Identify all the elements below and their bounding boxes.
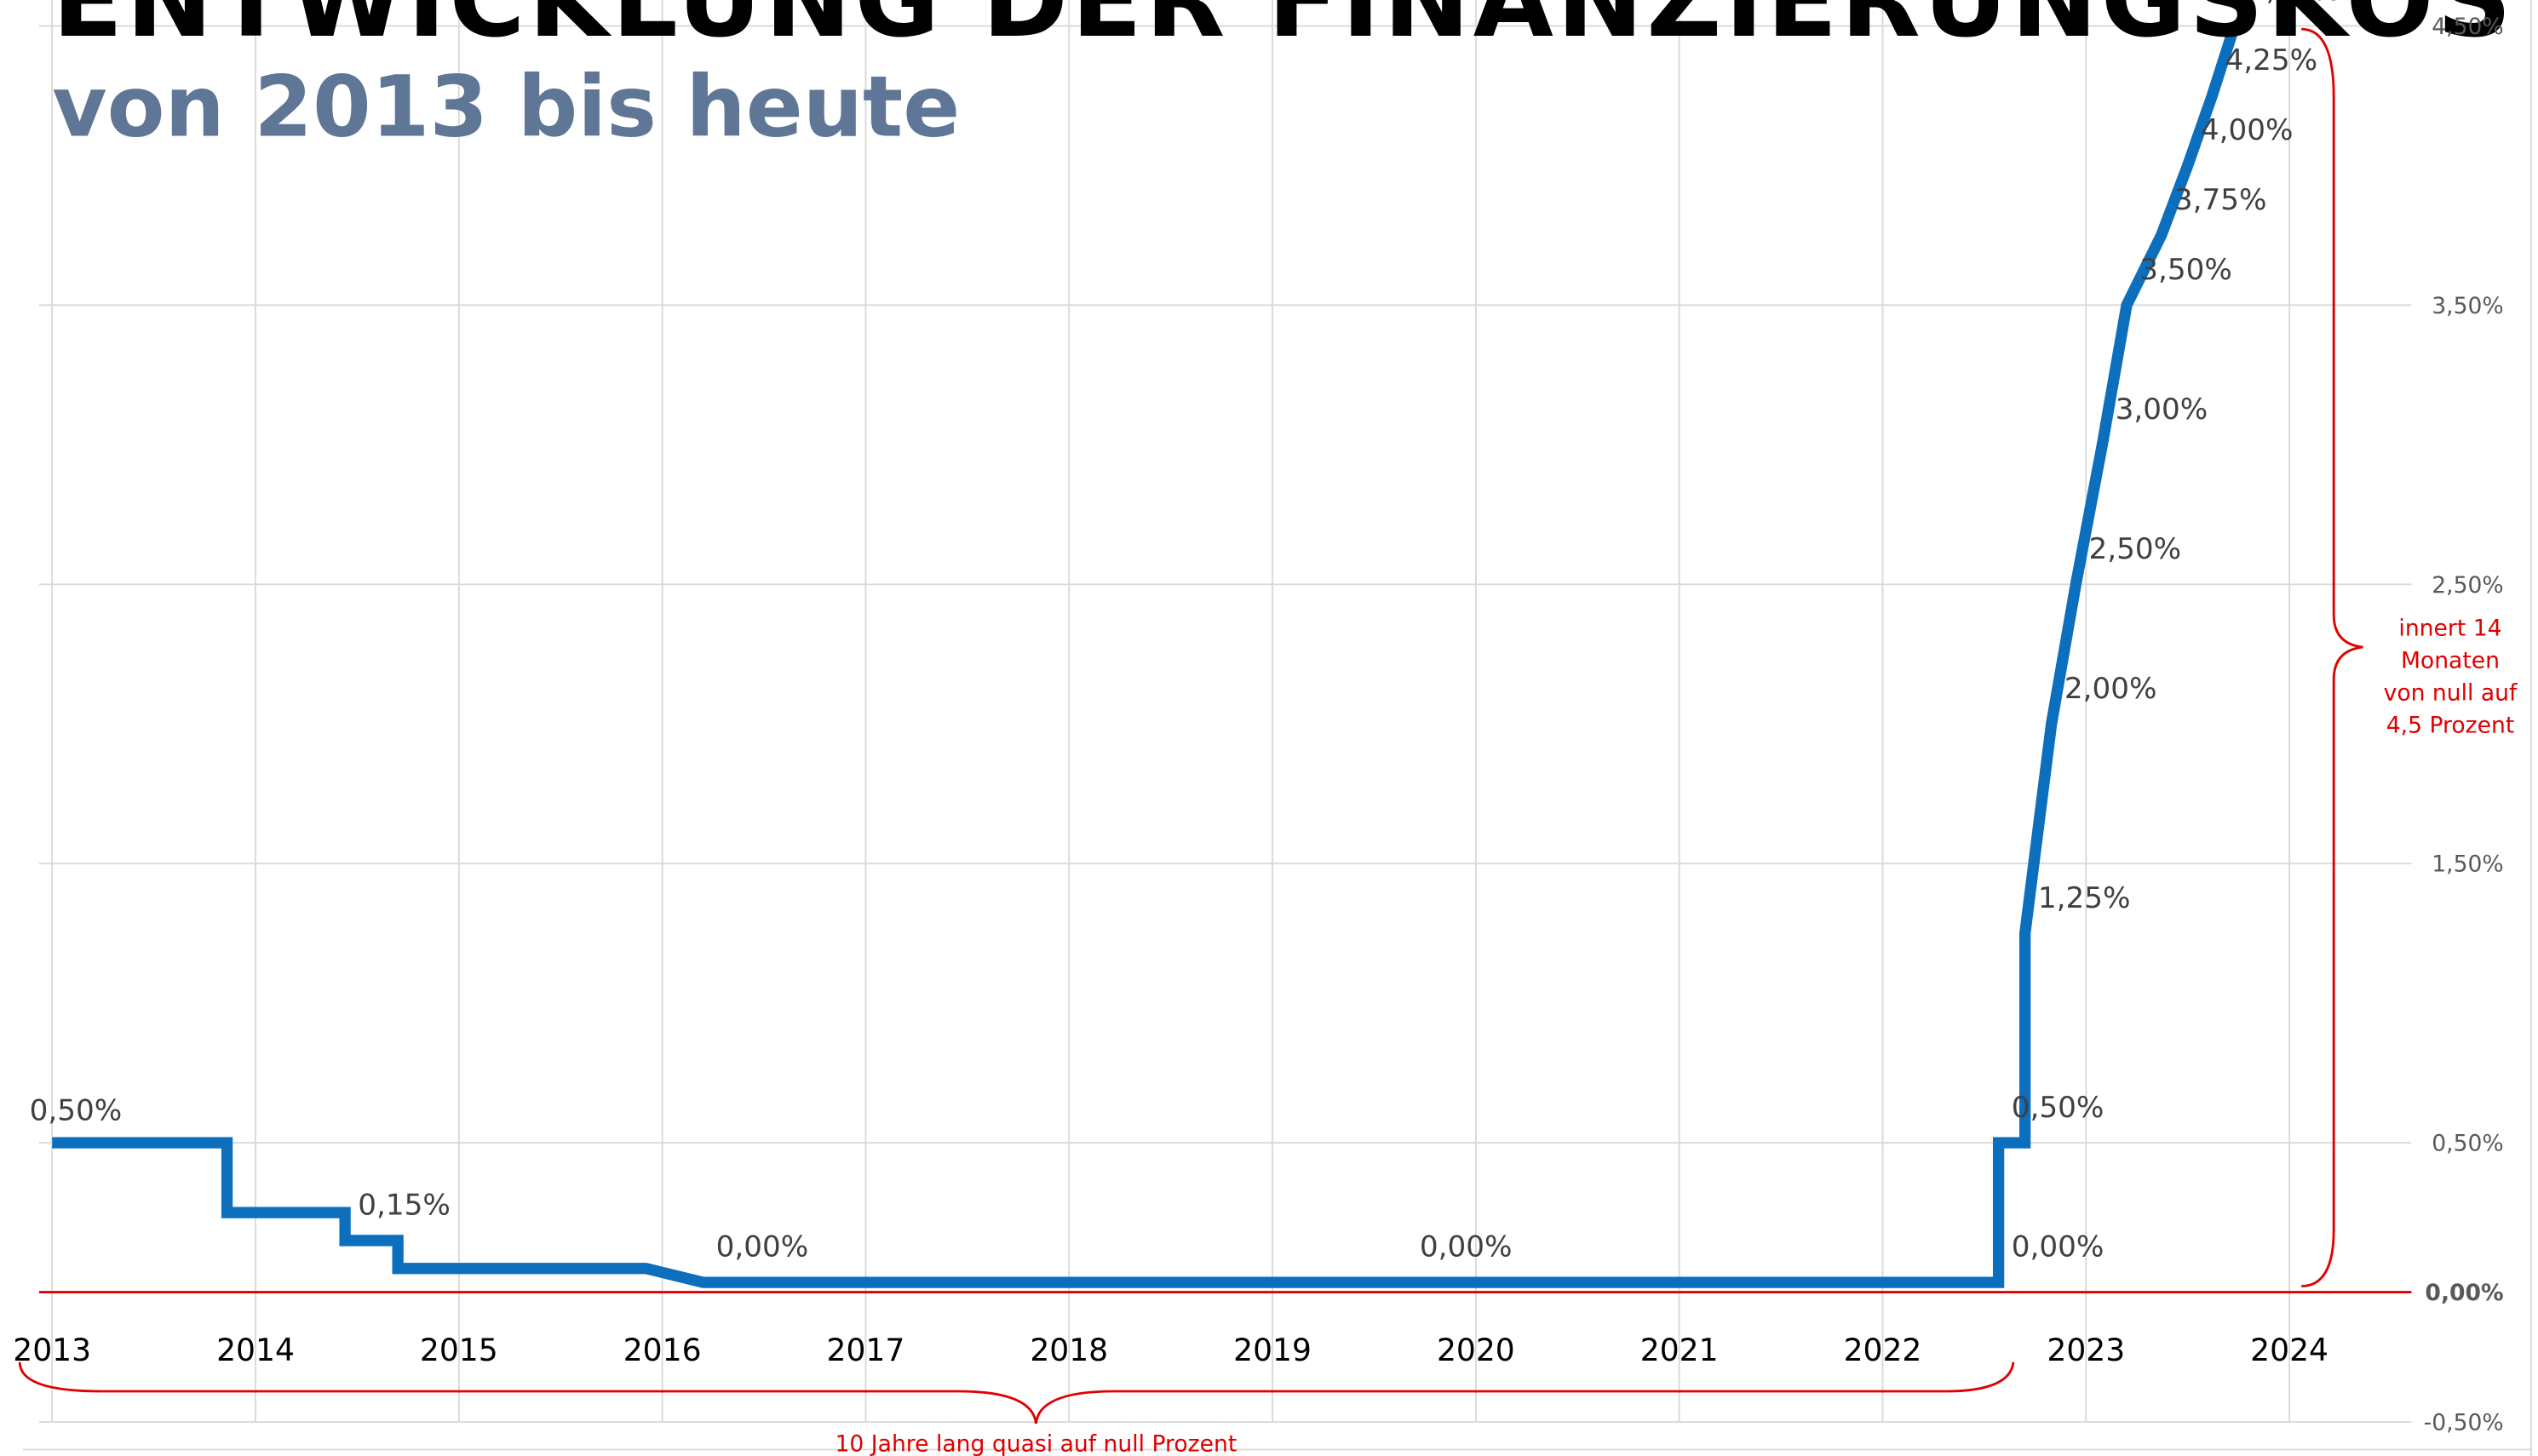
data-label: 0,00%: [1420, 1230, 1513, 1264]
data-label: 0,15%: [358, 1189, 451, 1223]
line: [52, 24, 2240, 1288]
x-tick-label: 2022: [1844, 1333, 1922, 1368]
data-label: 3,75%: [2174, 183, 2267, 217]
x-tick-label: 2024: [2250, 1333, 2328, 1368]
annotation: innert 14: [2398, 616, 2501, 642]
y-tick-label: 3,50%: [2432, 293, 2503, 319]
data-label: 4,00%: [2201, 113, 2294, 147]
plot: 0,50% 0,15% 0,00% 0,00% 0,00% 0,50% 1,25% 2,00%…: [30, 0, 2340, 1288]
data-label: 4,25%: [2225, 43, 2318, 77]
data-label: 0,50%: [2012, 1091, 2104, 1125]
data-label: 3,00%: [2116, 393, 2208, 427]
y-tick-label: 1,50%: [2432, 851, 2503, 878]
y-tick-label: 4,50%: [2432, 14, 2503, 40]
data-label: 3,50%: [2139, 253, 2232, 287]
right-brace: [2301, 27, 2363, 1287]
x-tick-label: 2020: [1437, 1333, 1515, 1368]
y-tick-label: 0,50%: [2432, 1131, 2503, 1157]
chart-title: ENTWICKLUNG DER FINANZIERUNGSKOSTEN: [52, 0, 2538, 60]
x-tick-label: 2019: [1233, 1333, 1312, 1368]
annotation: von null auf: [2384, 680, 2518, 707]
x-tick-label: 2015: [420, 1333, 498, 1368]
data-label: 4,50%: [2248, 0, 2340, 8]
data-label: 1,25%: [2038, 881, 2131, 915]
x-tick-label: 2016: [623, 1333, 702, 1368]
x-tick-label: 2018: [1030, 1333, 1108, 1368]
x-tick-label: 2023: [2047, 1333, 2125, 1368]
data-label: 0,50%: [30, 1094, 123, 1128]
grid: [23, 0, 2532, 1456]
x-tick-label: 2017: [827, 1333, 905, 1368]
chart-subtitle: von 2013 bis heute: [52, 59, 960, 157]
x-tick-label: 2021: [1640, 1333, 1719, 1368]
annotation: 10 Jahre lang quasi auf null Prozent: [835, 1430, 1237, 1456]
bottom-brace: [18, 1361, 2015, 1424]
annotation: Monaten: [2401, 648, 2500, 674]
x-tick-label: 2014: [216, 1333, 295, 1368]
data-label: 2,50%: [2089, 532, 2182, 566]
y-tick-label: 2,50%: [2432, 572, 2503, 599]
x-tick-label: 2013: [13, 1333, 91, 1368]
data-label: 0,00%: [716, 1230, 809, 1264]
y-tick-label: 0,00%: [2425, 1280, 2503, 1306]
data-label: 2,00%: [2064, 672, 2157, 706]
annotation: 4,5 Prozent: [2386, 713, 2515, 739]
data-label: 0,00%: [2012, 1230, 2104, 1264]
background: [3, 0, 2535, 1456]
y-tick-label: -0,50%: [2424, 1410, 2504, 1436]
